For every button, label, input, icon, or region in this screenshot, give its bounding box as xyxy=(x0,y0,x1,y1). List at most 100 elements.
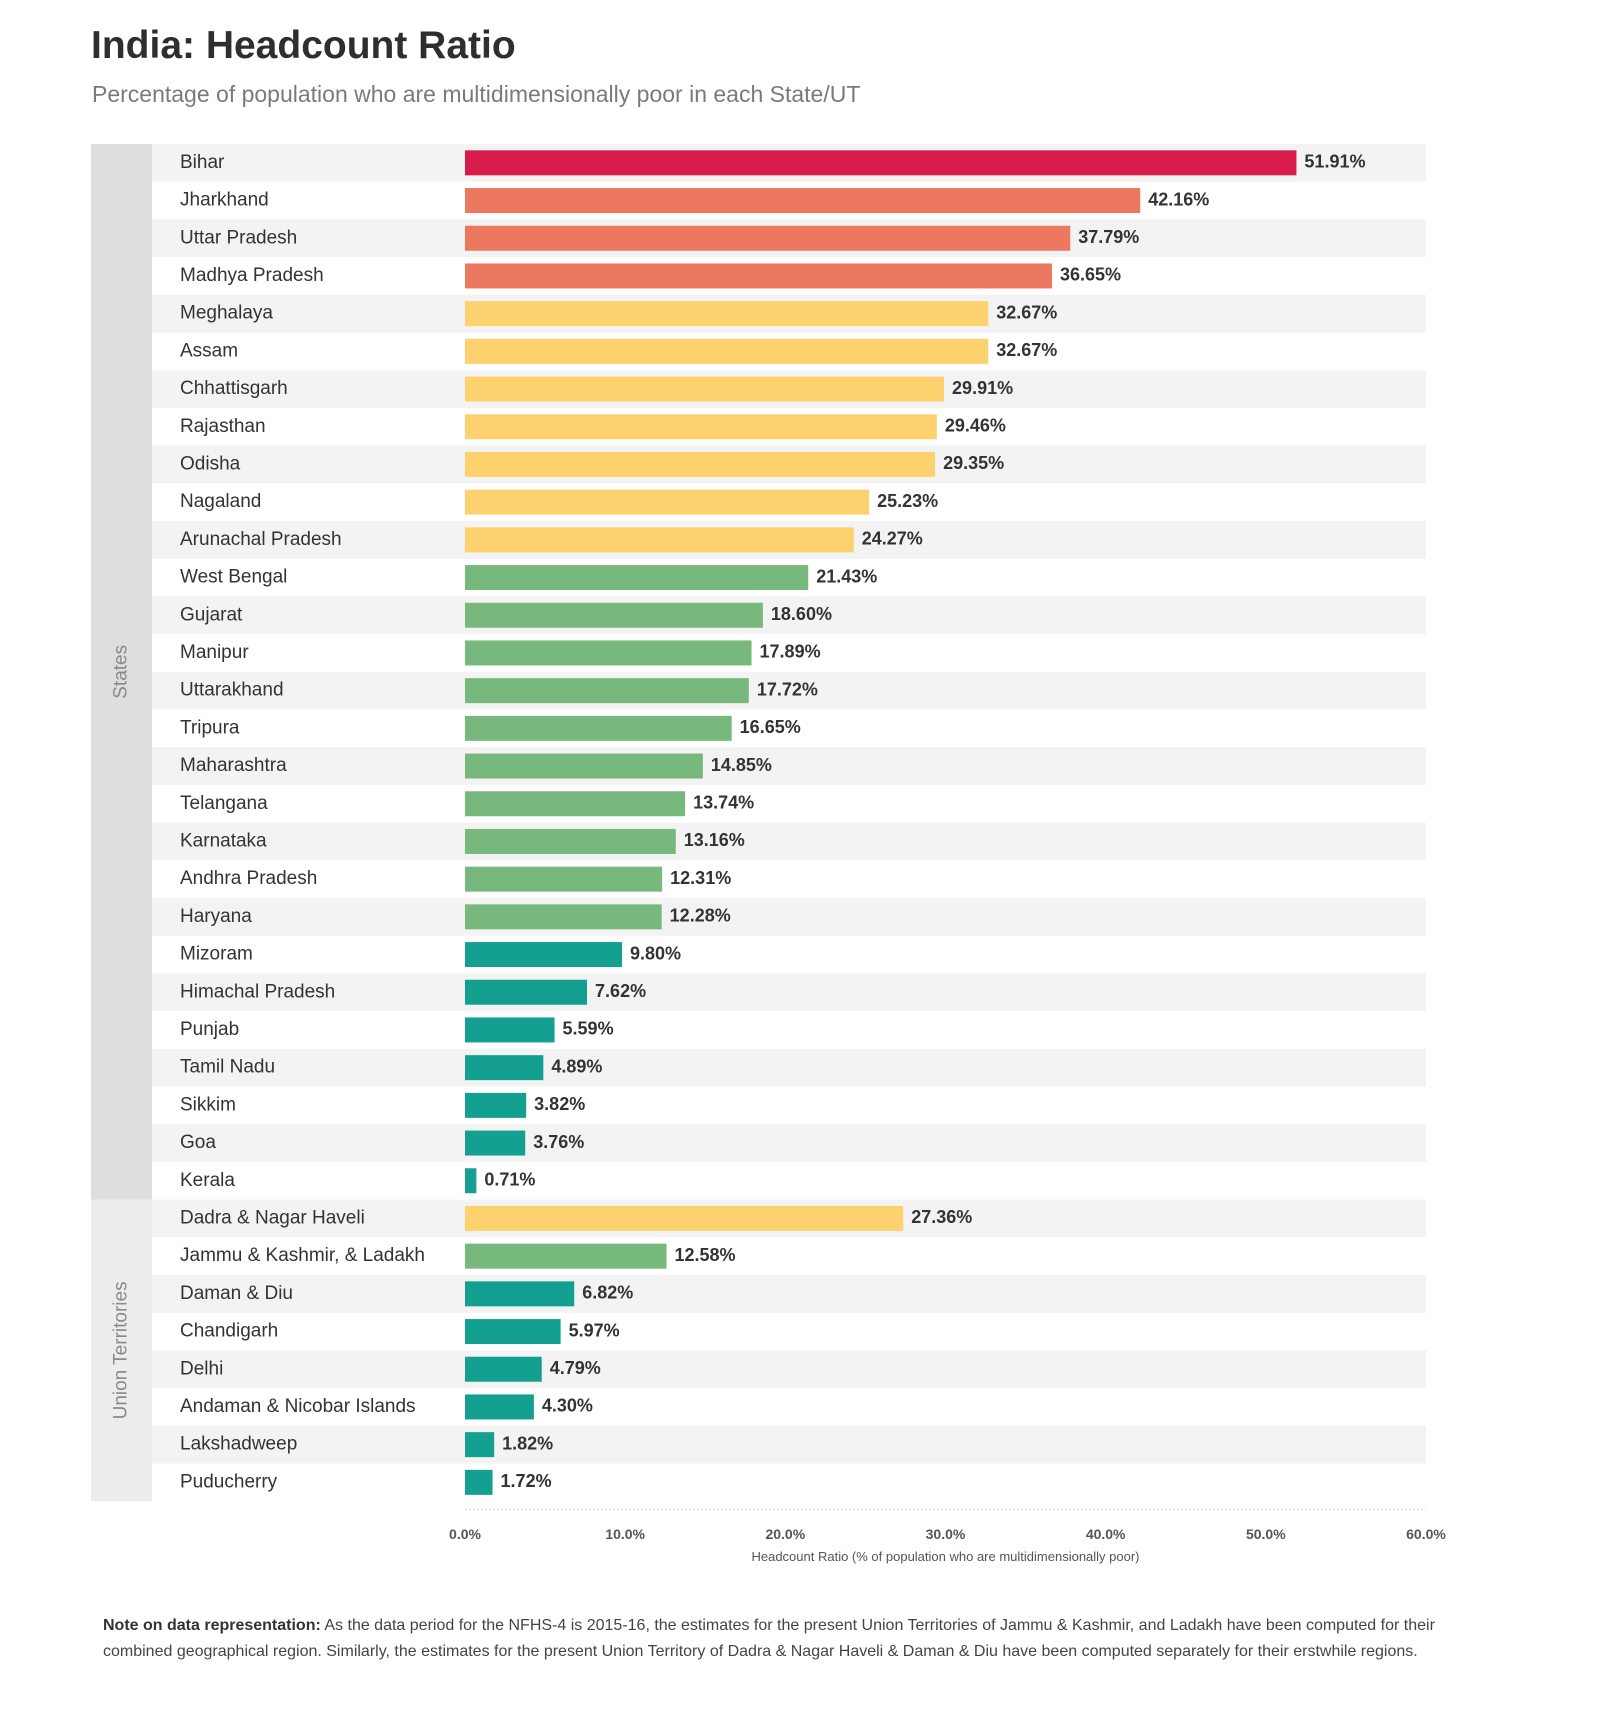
value-label: 29.91% xyxy=(952,378,1013,398)
category-label: Andhra Pradesh xyxy=(180,868,317,889)
value-label: 37.79% xyxy=(1078,227,1139,247)
category-label: Uttar Pradesh xyxy=(180,227,297,248)
value-label: 27.36% xyxy=(911,1207,972,1227)
bar xyxy=(465,1469,493,1495)
category-label: Karnataka xyxy=(180,830,267,851)
row-stripe xyxy=(152,822,1426,861)
category-label: West Bengal xyxy=(180,567,287,588)
category-label: Delhi xyxy=(180,1358,223,1379)
bar xyxy=(465,489,870,515)
category-label: Mizoram xyxy=(180,944,253,965)
category-label: Daman & Diu xyxy=(180,1283,293,1304)
bar xyxy=(465,602,763,628)
bar xyxy=(465,904,662,930)
data-note-heading: Note on data representation: xyxy=(103,1617,321,1634)
value-label: 16.65% xyxy=(740,717,801,737)
bar xyxy=(465,1168,477,1194)
category-label: Gujarat xyxy=(180,604,243,625)
row-stripe xyxy=(152,1425,1426,1464)
value-label: 29.46% xyxy=(945,416,1006,436)
x-tick-label: 0.0% xyxy=(449,1526,481,1542)
x-tick-label: 30.0% xyxy=(926,1526,966,1542)
category-label: Maharashtra xyxy=(180,755,287,776)
category-label: Jammu & Kashmir, & Ladakh xyxy=(180,1245,425,1266)
bar xyxy=(465,263,1053,289)
value-label: 7.62% xyxy=(595,981,646,1001)
category-label: Goa xyxy=(180,1132,216,1153)
bar xyxy=(465,376,945,402)
category-label: Lakshadweep xyxy=(180,1434,297,1455)
bar xyxy=(465,1130,526,1156)
value-label: 18.60% xyxy=(771,604,832,624)
value-label: 1.72% xyxy=(501,1471,552,1491)
bar xyxy=(465,225,1071,251)
category-label: Uttarakhand xyxy=(180,680,284,701)
headcount-bar-chart: States Bihar 51.91% Jharkhand 42.16% Uttar Pr… xyxy=(91,144,1446,1564)
bar xyxy=(465,1432,495,1458)
bar xyxy=(465,1017,555,1043)
value-label: 13.74% xyxy=(693,793,754,813)
bar xyxy=(465,828,676,854)
row-stripe xyxy=(152,898,1426,936)
category-label: Tamil Nadu xyxy=(180,1057,275,1078)
bar xyxy=(465,640,752,666)
row-stripe xyxy=(152,1048,1426,1087)
row-stripe xyxy=(152,1124,1426,1162)
category-label: Bihar xyxy=(180,152,225,173)
row-stripe xyxy=(152,973,1426,1012)
value-label: 51.91% xyxy=(1304,152,1365,172)
category-label: Tripura xyxy=(180,717,240,738)
value-label: 29.35% xyxy=(943,453,1004,473)
page-subtitle: Percentage of population who are multidi… xyxy=(92,81,861,107)
x-tick-label: 10.0% xyxy=(605,1526,645,1542)
category-label: Himachal Pradesh xyxy=(180,981,335,1002)
value-label: 0.71% xyxy=(484,1170,535,1190)
group-band-0 xyxy=(91,144,152,1200)
bar xyxy=(465,678,749,704)
bar xyxy=(465,301,989,327)
value-label: 12.58% xyxy=(674,1245,735,1265)
bar xyxy=(465,451,936,477)
x-tick-label: 40.0% xyxy=(1086,1526,1126,1542)
bar xyxy=(465,866,663,892)
value-label: 12.31% xyxy=(670,868,731,888)
value-label: 9.80% xyxy=(630,943,681,963)
value-label: 32.67% xyxy=(996,340,1057,360)
value-label: 14.85% xyxy=(711,755,772,775)
value-label: 36.65% xyxy=(1060,265,1121,285)
value-label: 3.82% xyxy=(534,1094,585,1114)
category-label: Kerala xyxy=(180,1170,235,1191)
group-label: Union Territories xyxy=(111,1281,132,1419)
row-stripe xyxy=(152,747,1426,785)
x-axis-title: Headcount Ratio (% of population who are… xyxy=(751,1549,1139,1564)
category-label: Dadra & Nagar Haveli xyxy=(180,1207,365,1228)
bar xyxy=(465,565,809,591)
bar xyxy=(465,1243,667,1269)
category-label: Assam xyxy=(180,340,238,361)
bar xyxy=(465,1092,527,1118)
bar xyxy=(465,1281,575,1307)
category-label: Nagaland xyxy=(180,491,261,512)
bar xyxy=(465,150,1297,176)
category-label: Chhattisgarh xyxy=(180,378,288,399)
value-label: 42.16% xyxy=(1148,189,1209,209)
value-label: 6.82% xyxy=(582,1283,633,1303)
bar xyxy=(465,1055,544,1081)
page-title: India: Headcount Ratio xyxy=(91,24,516,67)
bar xyxy=(465,414,937,440)
bar xyxy=(465,753,703,779)
category-label: Puducherry xyxy=(180,1471,278,1492)
value-label: 4.30% xyxy=(542,1396,593,1416)
value-label: 17.89% xyxy=(760,642,821,662)
row-stripe xyxy=(152,671,1426,710)
category-label: Jharkhand xyxy=(180,190,269,211)
row-stripe xyxy=(152,596,1426,635)
category-label: Arunachal Pradesh xyxy=(180,529,342,550)
value-label: 25.23% xyxy=(877,491,938,511)
bar xyxy=(465,1356,542,1382)
bar xyxy=(465,979,588,1005)
value-label: 1.82% xyxy=(502,1433,553,1453)
bar xyxy=(465,527,854,553)
value-label: 4.79% xyxy=(550,1358,601,1378)
bar xyxy=(465,1205,904,1231)
